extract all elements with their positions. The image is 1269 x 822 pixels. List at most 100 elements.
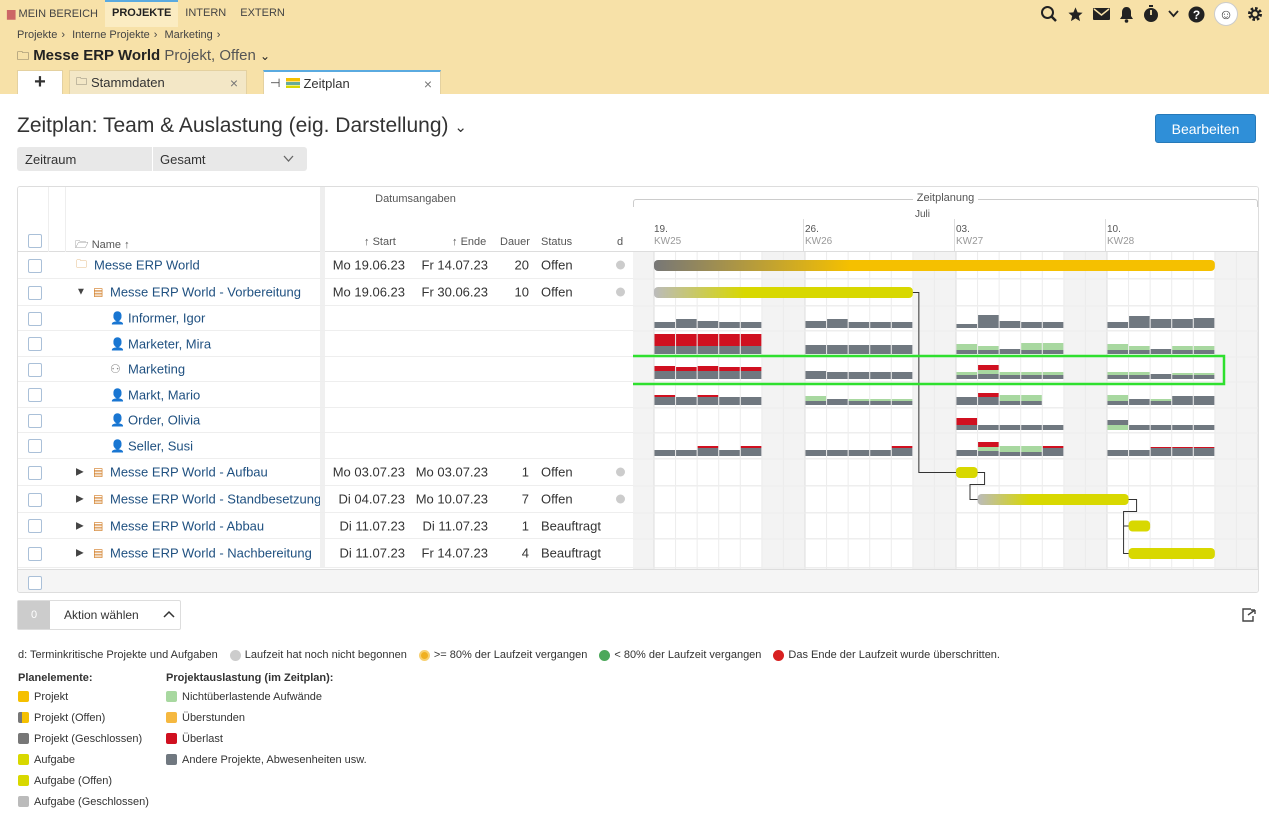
- breadcrumb-interne-projekte[interactable]: Interne Projekte: [72, 29, 150, 41]
- row-name[interactable]: Messe ERP World - Aufbau: [110, 464, 268, 480]
- avatar[interactable]: ☺: [1214, 2, 1238, 26]
- load-bar: [1129, 372, 1150, 375]
- app-header: ▆ MEIN BEREICH PROJEKTE INTERN EXTERN ? …: [0, 0, 1269, 94]
- star-icon[interactable]: [1067, 6, 1084, 23]
- mail-icon[interactable]: [1093, 7, 1110, 21]
- breadcrumb-marketing[interactable]: Marketing: [164, 29, 213, 41]
- expand-icon[interactable]: ▶: [76, 493, 84, 505]
- row-checkbox[interactable]: [28, 439, 42, 453]
- tab-zeitplan[interactable]: ⊣ Zeitplan ×: [263, 70, 441, 94]
- nav-projekte[interactable]: PROJEKTE: [105, 0, 179, 27]
- row-checkbox[interactable]: [28, 337, 42, 351]
- row-checkbox[interactable]: [28, 311, 42, 326]
- expand-icon[interactable]: ▶: [76, 466, 84, 478]
- breadcrumb-separator: ›: [216, 29, 221, 41]
- footer-checkbox[interactable]: [28, 576, 42, 590]
- load-bar: [654, 334, 676, 346]
- row-name[interactable]: Messe ERP World - Vorbereitung: [110, 284, 301, 300]
- load-bar: [870, 401, 891, 405]
- row-checkbox[interactable]: [28, 492, 42, 507]
- project-bar[interactable]: [654, 260, 1215, 271]
- breadcrumb-separator: ›: [61, 29, 66, 41]
- close-icon[interactable]: ×: [229, 75, 238, 91]
- breadcrumb-projekte[interactable]: Projekte: [17, 29, 58, 41]
- load-bar: [978, 374, 999, 379]
- col-d[interactable]: d: [617, 236, 624, 248]
- row-checkbox[interactable]: [28, 413, 42, 428]
- view-title[interactable]: Zeitplan: Team & Auslastung (eig. Darste…: [17, 114, 467, 138]
- nav-mein-bereich[interactable]: ▆ MEIN BEREICH: [7, 8, 98, 20]
- col-start[interactable]: ↑ Start: [364, 236, 396, 248]
- legend-swatch: [18, 712, 29, 723]
- edit-button[interactable]: Bearbeiten: [1155, 114, 1256, 143]
- col-duration[interactable]: Dauer: [500, 236, 530, 248]
- load-bar: [740, 397, 762, 405]
- col-end[interactable]: ↑ Ende: [452, 236, 486, 248]
- nav-extern[interactable]: EXTERN: [240, 7, 285, 19]
- select-all-checkbox[interactable]: [28, 234, 42, 248]
- task-bar-vorbereitung[interactable]: [654, 287, 913, 298]
- timer-icon[interactable]: [1143, 5, 1159, 23]
- task-bar-nachbereitung[interactable]: [1128, 548, 1215, 559]
- load-bar: [1021, 343, 1042, 350]
- col-name[interactable]: 🗁 Name ↑: [75, 236, 130, 255]
- load-bar: [978, 425, 999, 430]
- row-duration: 7: [521, 491, 529, 507]
- row-name[interactable]: Messe ERP World - Abbau: [110, 518, 265, 533]
- row-status: Offen: [541, 491, 573, 507]
- page-title[interactable]: 🗀 Messe ERP World Projekt, Offen ⌄: [17, 47, 270, 68]
- row-name[interactable]: Messe ERP World - Nachbereitung: [110, 545, 312, 561]
- row-name[interactable]: Messe ERP World - Standbesetzung: [110, 491, 322, 507]
- row-name[interactable]: Order, Olivia: [128, 412, 201, 428]
- week-header: 10. KW28: [1107, 224, 1134, 248]
- row-checkbox[interactable]: [28, 388, 42, 402]
- row-name[interactable]: Marketer, Mira: [128, 336, 212, 351]
- row-checkbox[interactable]: [28, 519, 42, 533]
- help-icon[interactable]: ?: [1188, 6, 1205, 23]
- gear-icon[interactable]: [1247, 6, 1263, 22]
- load-bar: [978, 447, 999, 451]
- action-select[interactable]: 0 Aktion wählen: [17, 600, 181, 630]
- col-status[interactable]: Status: [541, 236, 573, 248]
- load-bar: [697, 371, 719, 379]
- row-checkbox[interactable]: [28, 258, 42, 273]
- row-name[interactable]: Messe ERP World: [94, 257, 200, 273]
- row-name[interactable]: Seller, Susi: [128, 438, 194, 453]
- row-name[interactable]: Informer, Igor: [128, 310, 206, 326]
- close-icon[interactable]: ×: [423, 76, 432, 92]
- load-bar: [956, 350, 978, 354]
- row-checkbox[interactable]: [28, 285, 42, 300]
- table-row[interactable]: ▶ ▤ Messe ERP World - Standbesetzung Di 04.…: [18, 486, 1258, 513]
- load-bar: [1172, 425, 1193, 430]
- chevron-down-icon: [283, 155, 294, 162]
- period-filter[interactable]: Zeitraum Gesamt: [17, 147, 307, 171]
- load-bar: [1193, 318, 1215, 328]
- legend-load: Projektauslastung (im Zeitplan): Nichtüb…: [166, 672, 367, 770]
- row-checkbox[interactable]: [28, 362, 42, 377]
- pin-icon[interactable]: ⊣: [270, 76, 281, 90]
- export-icon[interactable]: [1241, 607, 1257, 623]
- load-bar: [676, 334, 697, 346]
- task-bar-standbesetzung[interactable]: [977, 494, 1129, 505]
- add-tab-button[interactable]: +: [17, 70, 63, 94]
- task-bar-abbau[interactable]: [1128, 520, 1151, 532]
- legend-line: d: Terminkritische Projekte und Aufgaben…: [18, 649, 1000, 661]
- row-checkbox[interactable]: [28, 546, 42, 561]
- load-bar: [654, 397, 676, 405]
- row-duration: 1: [521, 518, 529, 533]
- search-icon[interactable]: [1040, 5, 1058, 23]
- task-bar-aufbau[interactable]: [956, 467, 978, 478]
- split-handle[interactable]: [320, 187, 325, 252]
- row-checkbox[interactable]: [28, 465, 42, 480]
- expand-icon[interactable]: ▶: [76, 520, 84, 531]
- chevron-down-icon[interactable]: [1168, 10, 1179, 18]
- view-title-text: Zeitplan: Team & Auslastung (eig. Darste…: [17, 114, 449, 137]
- row-name[interactable]: Marketing: [128, 361, 186, 377]
- bell-icon[interactable]: [1119, 6, 1134, 23]
- expand-icon[interactable]: ▶: [76, 547, 84, 559]
- tab-stammdaten[interactable]: 🗀 Stammdaten ×: [69, 70, 247, 94]
- nav-intern[interactable]: INTERN: [185, 7, 227, 19]
- collapse-icon[interactable]: ▼: [76, 286, 86, 298]
- legend-label: Aufgabe (Geschlossen): [34, 795, 149, 808]
- row-name[interactable]: Markt, Mario: [128, 387, 201, 402]
